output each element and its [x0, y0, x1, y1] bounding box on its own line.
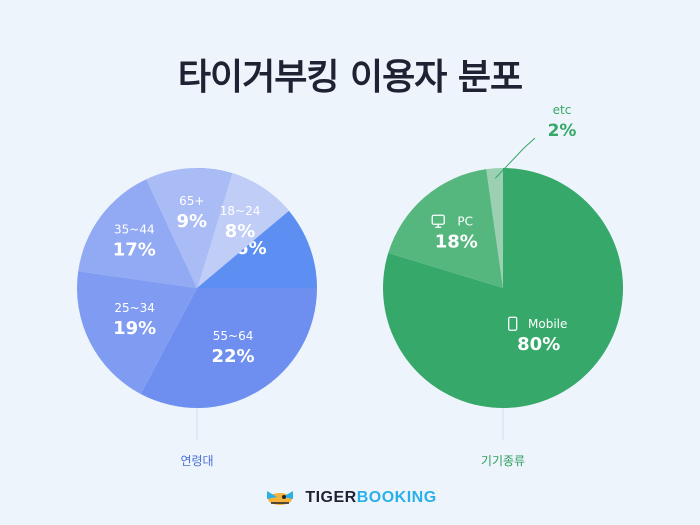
device-value-pc: 18%: [435, 231, 478, 252]
etc-leader-line: [494, 137, 536, 179]
chart-title: 타이거부킹 이용자 분포: [177, 57, 523, 98]
monitor-icon: [431, 214, 445, 228]
device-slice-etc: [486, 168, 503, 288]
age-slice-65: [146, 168, 233, 288]
device-axis-label: 기기종류: [481, 454, 525, 468]
mobile-icon: [508, 316, 518, 331]
device-pie-chart: Mobile 80% PC 18% etc 2% 기기종류: [383, 103, 623, 468]
age-slice-55-64: [140, 288, 317, 409]
device-slice-pc: [388, 169, 503, 288]
age-value-35-44: 17%: [113, 240, 156, 261]
age-label-18-24: 18~24: [220, 204, 261, 218]
age-value-65: 9%: [176, 211, 207, 232]
device-label-etc: etc: [553, 103, 572, 117]
device-label-pc: PC: [457, 214, 473, 228]
age-value-18-24: 8%: [225, 221, 256, 242]
brand-name-tiger: TIGER: [305, 489, 357, 506]
tiger-plane-icon: [267, 491, 294, 505]
age-label-25-34: 25~34: [114, 301, 155, 315]
age-value-25-34: 19%: [113, 318, 156, 339]
age-slice-35-44: [78, 179, 197, 288]
age-pie-chart: 45~5456%55~6422%25~3419%35~4417%65+9%18~…: [77, 168, 317, 468]
device-value-mobile: 80%: [517, 334, 560, 355]
age-value-55-64: 22%: [212, 346, 255, 367]
age-label-65: 65+: [179, 194, 204, 208]
age-label-55-64: 55~64: [213, 329, 254, 343]
brand-name-booking: BOOKING: [356, 489, 437, 506]
device-label-mobile: Mobile: [528, 317, 567, 331]
age-axis-label: 연령대: [180, 454, 213, 468]
age-slice-25-34: [77, 271, 197, 394]
age-slice-18-24: [197, 173, 289, 288]
device-value-etc: 2%: [548, 121, 577, 141]
brand-logo: TIGER BOOKING: [0, 487, 700, 509]
age-label-35-44: 35~44: [114, 223, 155, 237]
